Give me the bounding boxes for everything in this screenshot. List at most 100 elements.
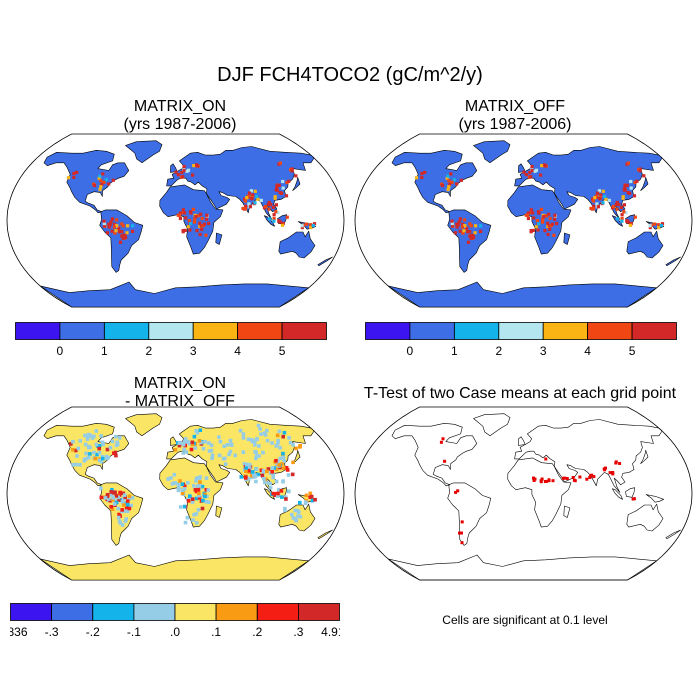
grid-cell [455,225,459,229]
grid-cell [616,217,620,221]
grid-cell [272,216,276,221]
grid-cell [462,229,466,233]
grid-cell [218,439,223,444]
grid-cell [182,165,186,169]
grid-cell [199,224,203,228]
grid-cell [262,476,266,481]
grid-cell [291,460,295,465]
grid-cell [229,443,234,447]
grid-cell [274,458,278,463]
grid-cell [246,437,251,442]
grid-cell [205,217,209,221]
grid-cell [196,214,200,218]
grid-cell [112,225,116,229]
grid-cell [169,476,173,480]
grid-cell [131,224,135,228]
grid-cell [277,219,281,223]
colorbar-box [148,322,194,340]
colorbar-tick-label: -.2 [86,625,100,639]
grid-cell [190,500,195,504]
grid-cell [258,427,262,431]
grid-cell [99,486,103,491]
landmass-australia [626,230,664,259]
grid-cell [117,498,121,502]
grid-cell [288,440,293,445]
grid-cell [312,222,317,226]
grid-cell [100,440,105,445]
grid-cell [78,439,82,443]
grid-cell [274,467,279,472]
grid-cell [190,497,195,501]
grid-cell [273,195,277,199]
grid-cell [192,220,197,224]
grid-cell [284,497,288,501]
grid-cell [101,442,105,447]
grid-cell [282,430,287,435]
significant-cell [590,473,594,477]
grid-cell [272,219,276,223]
grid-cell [295,509,300,513]
grid-cell [625,219,629,223]
grid-cell [543,229,547,233]
grid-cell [199,212,203,216]
colorbar-box [281,322,327,340]
grid-cell [101,456,105,461]
grid-cell [191,518,195,522]
grid-cell [534,168,539,172]
grid-cell [182,504,187,509]
grid-cell [182,447,186,452]
grid-cell [457,220,461,224]
grid-cell [255,194,259,199]
grid-cell [120,523,125,527]
grid-cell [244,204,248,208]
grid-cell [446,174,450,178]
grid-cell [553,213,557,217]
grid-cell [200,227,204,231]
grid-cell [642,174,646,178]
grid-cell [281,186,285,190]
grid-cell [260,473,265,478]
significant-cell [532,479,536,482]
grid-cell [209,443,214,448]
significant-cell [540,477,544,481]
grid-cell [183,228,187,232]
grid-cell [657,226,661,230]
grid-cell [534,225,538,229]
grid-cell [85,437,90,441]
grid-cell [197,496,202,500]
grid-cell [308,491,313,496]
grid-cell [529,211,533,215]
grid-cell [110,217,114,221]
grid-cell [116,506,120,511]
grid-cell [187,441,192,446]
grid-cell [107,497,111,501]
grid-cell [188,494,192,498]
landmass-new-zealand [665,529,681,539]
grid-cell [285,468,290,472]
grid-cell [622,210,626,214]
grid-cell [271,491,275,496]
grid-cell [186,481,190,485]
grid-cell [178,479,182,483]
panel-4-title-line1: T-Test of two Case means at each grid po… [363,385,677,402]
significant-cell [578,475,582,479]
colorbar-tick-label: 5 [279,344,286,358]
grid-cell [127,494,132,498]
grid-cell [189,222,193,226]
grid-cell [526,216,530,221]
grid-cell [537,222,541,226]
colorbar-tick-label: 2 [145,344,152,358]
grid-cell [629,186,633,190]
grid-cell [445,176,449,180]
grid-cell [180,488,185,492]
grid-cell [272,466,277,470]
significant-cell [454,490,458,494]
significant-cell [565,477,569,480]
landmass-new-guinea [645,494,664,503]
grid-cell [104,178,108,182]
grid-cell [450,219,454,223]
grid-cell [281,466,286,470]
grid-cell [120,234,124,238]
grid-cell [473,231,477,235]
grid-cell [265,469,269,474]
